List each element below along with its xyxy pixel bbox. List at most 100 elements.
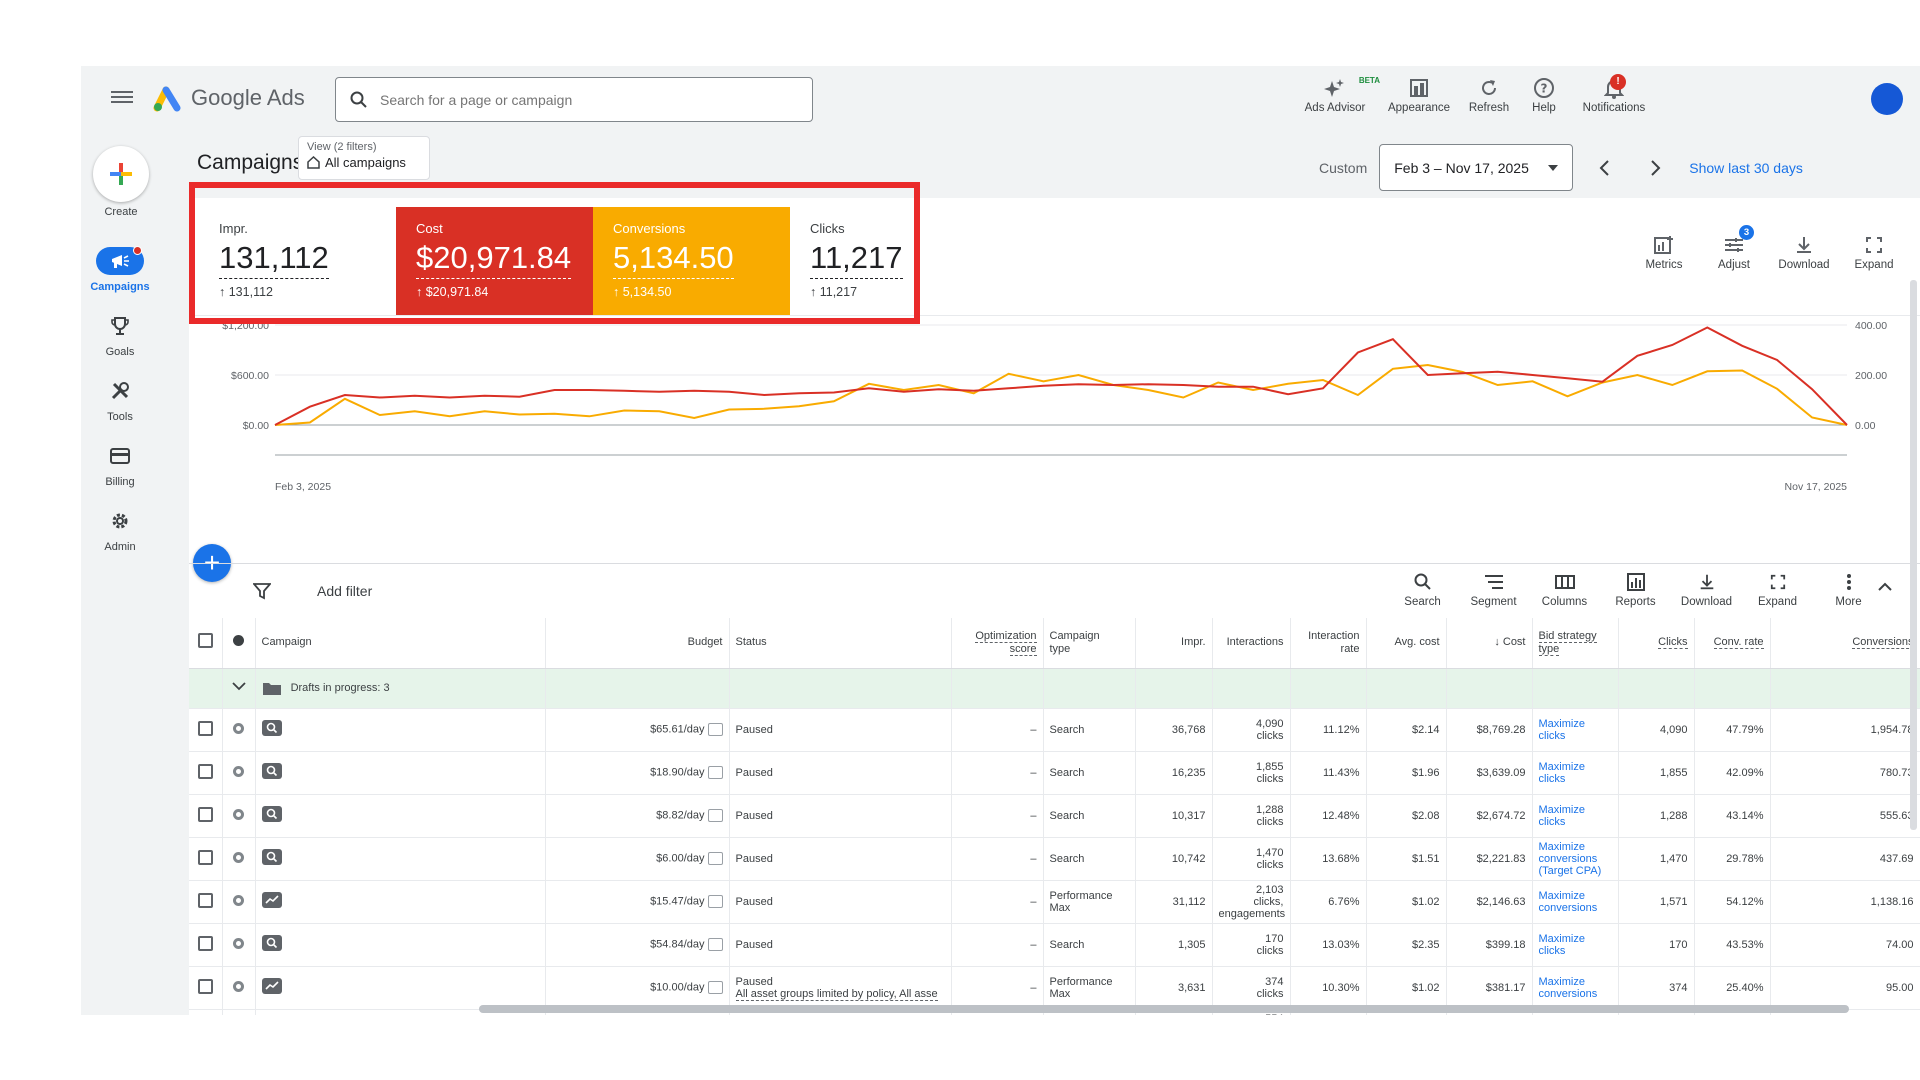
vertical-scrollbar[interactable]: [1910, 280, 1917, 830]
status-detail[interactable]: All asset groups limited by policy, All …: [735, 987, 938, 1001]
budget-chart-icon[interactable]: [707, 723, 723, 736]
col-avg-cost[interactable]: Avg. cost: [1366, 618, 1447, 669]
search-input[interactable]: [380, 91, 780, 108]
filter-icon[interactable]: [253, 582, 271, 600]
view-filter-chip[interactable]: View (2 filters) All campaigns: [298, 136, 430, 180]
table-row[interactable]: $18.90/day Paused – Search 16,235 1,855 clicks…: [189, 751, 1920, 795]
table-row[interactable]: $6.00/day Paused – Search 10,742 1,470 clicks 1…: [189, 837, 1920, 881]
table-row[interactable]: $8.82/day Paused – Search 10,317 1,288 clicks 1…: [189, 794, 1920, 838]
date-range-value: Feb 3 – Nov 17, 2025: [1394, 159, 1529, 176]
hamburger-menu-icon[interactable]: [111, 88, 133, 106]
col-interactions[interactable]: Interactions: [1212, 618, 1291, 669]
budget-chart-icon[interactable]: [707, 766, 723, 779]
budget-cell[interactable]: $65.61/day: [545, 708, 730, 752]
horizontal-scrollbar[interactable]: [479, 1004, 1849, 1014]
col-conversions[interactable]: Conversions: [1770, 618, 1920, 669]
chart-expand-button[interactable]: Expand: [1839, 231, 1909, 271]
row-checkbox[interactable]: [197, 849, 213, 865]
nav-item-campaigns[interactable]: Campaigns: [81, 246, 159, 293]
bid-strategy-link[interactable]: Maximize clicks: [1532, 708, 1619, 752]
avatar[interactable]: [1871, 83, 1903, 115]
chart-download-button[interactable]: Download: [1769, 231, 1839, 271]
nav-item-billing[interactable]: Billing: [81, 442, 159, 488]
row-checkbox[interactable]: [197, 892, 213, 908]
next-period-icon[interactable]: [1643, 156, 1667, 180]
scorecard-conversions[interactable]: Conversions 5,134.50 ↑ 5,134.50: [593, 207, 790, 315]
budget-chart-icon[interactable]: [707, 809, 723, 822]
table-download-button[interactable]: Download: [1671, 570, 1742, 608]
budget-chart-icon[interactable]: [707, 852, 723, 865]
col-campaign-type[interactable]: Campaign type: [1043, 618, 1136, 669]
table-row[interactable]: $54.84/day Paused – Search 1,305 170 clicks 13.…: [189, 923, 1920, 967]
col-conv-rate[interactable]: Conv. rate: [1694, 618, 1771, 669]
bid-strategy-link[interactable]: Maximize conversions (Target CPA): [1532, 837, 1619, 881]
previous-period-icon[interactable]: [1593, 156, 1617, 180]
select-all-checkbox[interactable]: [197, 633, 213, 649]
row-checkbox[interactable]: [197, 763, 213, 779]
col-impr[interactable]: Impr.: [1135, 618, 1213, 669]
ads-advisor-button[interactable]: BETA Ads Advisor: [1292, 74, 1380, 114]
col-clicks[interactable]: Clicks: [1618, 618, 1695, 669]
nav-item-goals[interactable]: Goals: [81, 312, 159, 358]
scorecard-clicks[interactable]: Clicks 11,217 ↑ 11,217: [790, 207, 987, 315]
col-interaction-rate[interactable]: Interaction rate: [1290, 618, 1367, 669]
avg-cost-cell: $2.08: [1366, 794, 1447, 838]
row-checkbox[interactable]: [197, 720, 213, 736]
bid-strategy-link[interactable]: Maximize clicks: [1532, 751, 1619, 795]
col-budget[interactable]: Budget: [545, 618, 730, 669]
budget-chart-icon[interactable]: [707, 895, 723, 908]
table-row[interactable]: $15.47/day Paused – Performance Max 31,112 2,1…: [189, 880, 1920, 924]
home-icon: [307, 156, 320, 169]
col-cost[interactable]: ↓ Cost: [1446, 618, 1533, 669]
row-checkbox[interactable]: [197, 978, 213, 994]
row-checkbox[interactable]: [197, 806, 213, 822]
budget-cell[interactable]: $8.82/day: [545, 794, 730, 838]
bid-strategy-link[interactable]: Maximize clicks: [1532, 794, 1619, 838]
table-search-button[interactable]: Search: [1387, 570, 1458, 608]
budget-cell[interactable]: $54.84/day: [545, 923, 730, 967]
budget-chart-icon[interactable]: [707, 938, 723, 951]
table-row[interactable]: $10.00/day Paused All asset groups limited…: [189, 966, 1920, 1010]
scorecard-impressions[interactable]: Impr. 131,112 ↑ 131,112: [199, 207, 396, 315]
more-button[interactable]: More: [1813, 570, 1884, 608]
budget-cell[interactable]: $6.00/day: [545, 837, 730, 881]
impr-cell: 10,317: [1135, 794, 1213, 838]
metrics-button[interactable]: Metrics: [1629, 231, 1699, 271]
bid-strategy-link[interactable]: Maximize clicks: [1532, 923, 1619, 967]
budget-cell[interactable]: $10.00/day: [545, 966, 730, 1010]
col-bid-strategy[interactable]: Bid strategy type: [1532, 618, 1619, 669]
create-button[interactable]: [93, 146, 149, 202]
help-button[interactable]: ? Help: [1518, 74, 1570, 114]
refresh-button[interactable]: Refresh: [1460, 74, 1518, 114]
nav-item-tools[interactable]: Tools: [81, 377, 159, 423]
table-expand-button[interactable]: Expand: [1742, 570, 1813, 608]
reports-button[interactable]: Reports: [1600, 570, 1671, 608]
collapse-icon[interactable]: [1877, 582, 1893, 592]
notifications-button[interactable]: ! Notifications: [1570, 74, 1658, 114]
budget-cell[interactable]: $15.47/day: [545, 880, 730, 924]
col-optimization-score[interactable]: Optimization score: [951, 618, 1044, 669]
show-last-30-days-link[interactable]: Show last 30 days: [1689, 159, 1803, 176]
search-campaign-icon: [261, 763, 282, 779]
segment-button[interactable]: Segment: [1458, 570, 1529, 608]
appearance-button[interactable]: Appearance: [1378, 74, 1460, 114]
nav-item-admin[interactable]: Admin: [81, 507, 159, 553]
budget-chart-icon[interactable]: [707, 981, 723, 994]
table-row[interactable]: $65.61/day Paused – Search 36,768 4,090 clicks…: [189, 708, 1920, 752]
add-filter-button[interactable]: Add filter: [317, 583, 373, 599]
row-checkbox[interactable]: [197, 935, 213, 951]
drafts-row[interactable]: Drafts in progress: 3: [189, 668, 1920, 709]
adjust-button[interactable]: 3 Adjust: [1699, 225, 1769, 271]
search-bar[interactable]: [335, 77, 813, 122]
chevron-down-icon[interactable]: [231, 682, 246, 691]
google-ads-logo[interactable]: Google Ads: [153, 84, 305, 112]
col-campaign[interactable]: Campaign: [255, 618, 546, 669]
col-status[interactable]: Status: [729, 618, 952, 669]
date-range-select[interactable]: Feb 3 – Nov 17, 2025: [1379, 144, 1574, 191]
columns-button[interactable]: Columns: [1529, 570, 1600, 608]
scorecard-cost[interactable]: Cost $20,971.84 ↑ $20,971.84: [396, 207, 593, 315]
budget-cell[interactable]: $18.90/day: [545, 751, 730, 795]
